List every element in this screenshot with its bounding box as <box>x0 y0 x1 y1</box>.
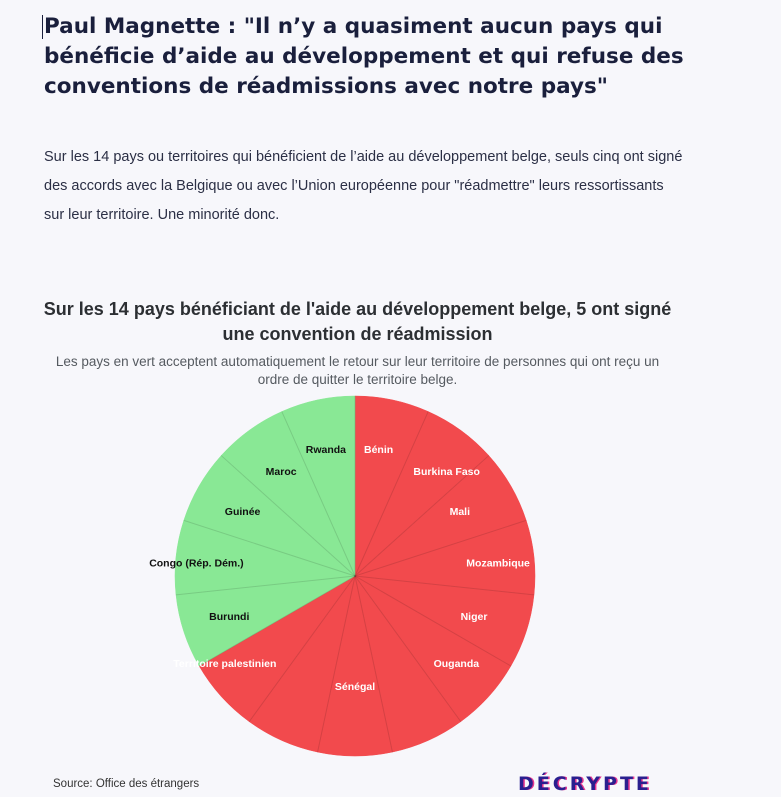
slice-separator <box>354 455 490 577</box>
slice-label: Mali <box>450 506 471 518</box>
text-cursor <box>42 15 43 39</box>
pie-slice-s-n-gal <box>248 575 462 757</box>
chart-subtitle: Les pays en vert acceptent automatiqueme… <box>55 354 660 387</box>
decrypte-logo: DÉCRYPTE <box>518 773 652 795</box>
slice-separator <box>175 575 356 596</box>
chart-title: Sur les 14 pays bénéficiant de l'aide au… <box>43 299 672 344</box>
pie-slice-rwanda <box>281 395 356 577</box>
slice-label: Guinée <box>225 506 261 518</box>
slice-separator <box>354 519 527 577</box>
slice-label: Maroc <box>266 466 297 478</box>
slice-label: Sénégal <box>335 681 375 693</box>
slice-separator <box>198 575 356 667</box>
slice-separator <box>183 519 356 577</box>
slice-label: Congo (Rép. Dém.) <box>149 557 244 569</box>
slice-separator <box>281 411 356 577</box>
slice-label: Mozambique <box>466 557 530 569</box>
slice-label: Rwanda <box>306 444 346 456</box>
slice-label: Bénin <box>364 444 393 456</box>
slice-label: Burkina Faso <box>413 466 480 478</box>
slice-label: Burundi <box>209 611 249 623</box>
slice-separator <box>354 575 393 753</box>
article-lede: Sur les 14 pays ou territoires qui bénéf… <box>44 149 683 223</box>
slice-separator <box>248 575 356 722</box>
slice-label: Ouganda <box>434 658 480 670</box>
slice-label: Territoire palestinien <box>173 658 276 670</box>
pie-chart: Bénin Burkina Faso Mali Mozambique Niger Ouga… <box>149 395 536 757</box>
article-headline: Paul Magnette : "Il n’y a quasiment aucu… <box>44 14 684 99</box>
slice-separator <box>354 411 429 577</box>
source-note: Source: Office des étrangers <box>53 778 200 790</box>
slice-separator <box>220 455 356 577</box>
slice-separator <box>317 575 356 753</box>
slice-separator <box>354 575 535 596</box>
slice-separator <box>354 575 512 667</box>
slice-separator <box>354 575 462 722</box>
slice-label: Niger <box>461 611 488 623</box>
